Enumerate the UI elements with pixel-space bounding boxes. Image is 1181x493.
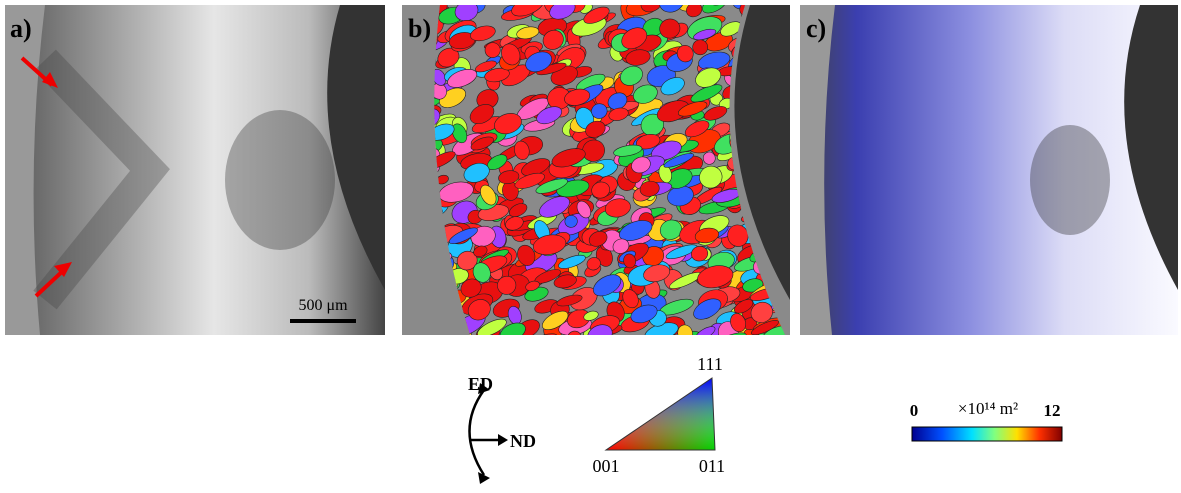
figure: 500 μm a) b) c) ED ND 111 001 011 0 12 ×… [0,0,1181,488]
ipf-triangle-overlay [606,378,715,450]
panel-label: b) [408,14,431,43]
axis-label: ED [468,374,493,394]
micrograph-a [5,5,385,335]
colorbar-min: 0 [910,401,919,420]
arrow-head [498,434,508,446]
colorbar-max: 12 [1044,401,1061,420]
scale-bar-label: 500 μm [298,297,348,314]
colorbar [912,427,1062,441]
ipf-label: 001 [593,456,620,476]
panel-label: c) [806,14,826,43]
micrograph-c [800,5,1178,335]
orientation-axes [470,390,501,475]
panel-label: a) [10,14,32,43]
ipf-label: 011 [699,456,725,476]
ipf-label: 111 [697,354,723,374]
colorbar-unit: ×10¹⁴ m² [958,399,1018,418]
axis-label: ND [510,431,536,451]
